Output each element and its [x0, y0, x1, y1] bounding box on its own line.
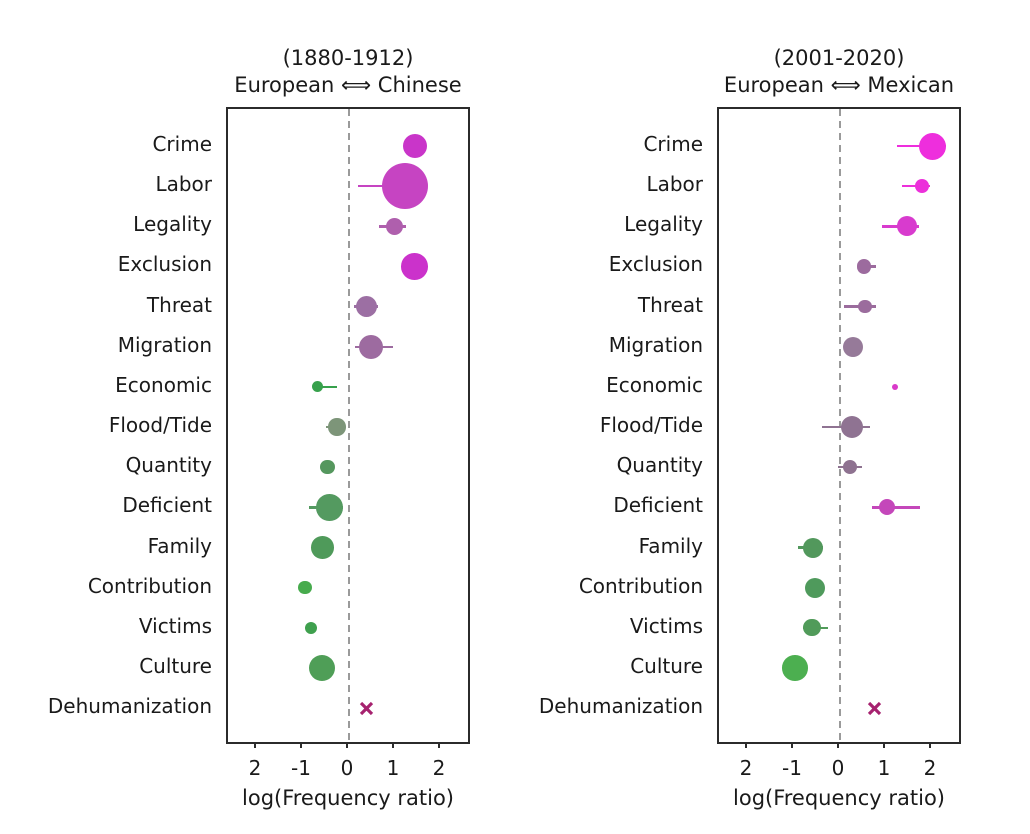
x-tick-label: 2: [432, 756, 446, 780]
category-label-economic: Economic: [115, 372, 212, 397]
x-tick-mark: [392, 744, 394, 748]
category-label-legality: Legality: [133, 212, 212, 237]
data-point-family: [802, 537, 823, 558]
x-axis-label: log(Frequency ratio): [242, 786, 454, 810]
data-point-threat: [858, 299, 872, 314]
category-label-threat: Threat: [637, 292, 703, 317]
panel-title-period: (2001-2020): [773, 46, 905, 70]
x-tick-mark: [254, 744, 256, 748]
category-label-threat: Threat: [146, 292, 212, 317]
data-point-migration: [842, 336, 863, 357]
category-label-flood-tide: Flood/Tide: [599, 413, 703, 438]
category-label-family: Family: [638, 533, 703, 558]
x-tick-label: -1: [291, 756, 311, 780]
data-point-exclusion: [856, 259, 872, 274]
data-point-contribution: [298, 580, 312, 595]
data-point-crime: [402, 134, 427, 158]
data-point-contribution: [805, 577, 826, 598]
category-label-culture: Culture: [630, 653, 703, 678]
x-tick-label: 1: [877, 756, 891, 780]
x-tick-mark: [883, 744, 885, 748]
data-point-deficient: [878, 499, 895, 516]
category-label-flood-tide: Flood/Tide: [108, 413, 212, 438]
data-point-deficient: [315, 494, 343, 521]
data-point-labor: [382, 163, 429, 210]
data-point-x-marker-dehumanization: [359, 701, 374, 720]
category-label-migration: Migration: [117, 332, 212, 357]
panel-title: (2001-2020) European ⟺ Mexican: [724, 45, 954, 99]
category-label-contribution: Contribution: [578, 573, 703, 598]
zero-reference-line: [839, 109, 841, 742]
category-label-family: Family: [147, 533, 212, 558]
error-bar-economic: [313, 385, 338, 389]
data-point-quantity: [842, 459, 858, 475]
category-label-deficient: Deficient: [613, 493, 703, 518]
data-point-labor: [914, 178, 930, 194]
category-label-migration: Migration: [608, 332, 703, 357]
x-axis-label: log(Frequency ratio): [733, 786, 945, 810]
category-label-victims: Victims: [138, 613, 212, 638]
panel-title-comparison: European ⟺ Mexican: [723, 73, 955, 97]
category-label-victims: Victims: [629, 613, 703, 638]
panel-title: (1880-1912) European ⟺ Chinese: [234, 45, 461, 99]
x-tick-label: 0: [340, 756, 354, 780]
data-point-culture: [782, 655, 808, 681]
category-label-deficient: Deficient: [122, 493, 212, 518]
x-tick-mark: [346, 744, 348, 748]
x-tick-label: 1: [386, 756, 400, 780]
data-point-victims: [803, 619, 821, 637]
data-point-family: [311, 536, 334, 559]
x-tick-label: 2: [923, 756, 937, 780]
category-label-quantity: Quantity: [125, 453, 212, 478]
category-label-contribution: Contribution: [87, 573, 212, 598]
data-point-flood-tide: [840, 415, 864, 439]
x-tick-mark: [791, 744, 793, 748]
category-label-crime: Crime: [152, 132, 212, 156]
data-point-threat: [356, 296, 378, 318]
plot-area: [717, 107, 961, 744]
x-tick-mark: [929, 744, 931, 748]
category-label-dehumanization: Dehumanization: [47, 694, 212, 719]
category-label-culture: Culture: [139, 653, 212, 678]
plot-area: [226, 107, 470, 744]
category-label-legality: Legality: [624, 212, 703, 237]
data-point-legality: [385, 217, 403, 235]
x-tick-label: -1: [782, 756, 802, 780]
panel-2001-2020: (2001-2020) European ⟺ Mexican log(Frequ…: [539, 46, 961, 810]
data-point-flood-tide: [328, 418, 346, 436]
x-tick-label: 2: [248, 756, 262, 780]
data-point-quantity: [320, 459, 335, 475]
error-bar-deficient: [872, 506, 921, 509]
category-label-labor: Labor: [155, 172, 212, 197]
x-tick-mark: [745, 744, 747, 748]
category-label-dehumanization: Dehumanization: [538, 694, 703, 719]
zero-reference-line: [348, 109, 350, 742]
x-tick-mark: [837, 744, 839, 748]
data-point-economic: [312, 381, 324, 393]
panel-1880-1912: (1880-1912) European ⟺ Chinese log(Frequ…: [48, 46, 470, 810]
x-tick-label: 2: [739, 756, 753, 780]
category-label-labor: Labor: [646, 172, 703, 197]
category-label-exclusion: Exclusion: [608, 252, 703, 277]
category-label-quantity: Quantity: [616, 453, 703, 478]
x-tick-mark: [300, 744, 302, 748]
data-point-x-marker-dehumanization: [867, 701, 882, 720]
data-point-economic: [892, 383, 899, 390]
data-point-migration: [359, 334, 384, 359]
panel-title-period: (1880-1912): [282, 46, 414, 70]
category-label-crime: Crime: [643, 132, 703, 156]
data-point-crime: [918, 132, 946, 160]
data-point-legality: [896, 216, 917, 237]
x-tick-label: 0: [831, 756, 845, 780]
x-tick-mark: [438, 744, 440, 748]
category-label-economic: Economic: [606, 372, 703, 397]
data-point-exclusion: [401, 253, 429, 280]
data-point-victims: [304, 621, 317, 634]
data-point-culture: [308, 654, 336, 682]
category-label-exclusion: Exclusion: [117, 252, 212, 277]
panel-title-comparison: European ⟺ Chinese: [234, 73, 462, 97]
